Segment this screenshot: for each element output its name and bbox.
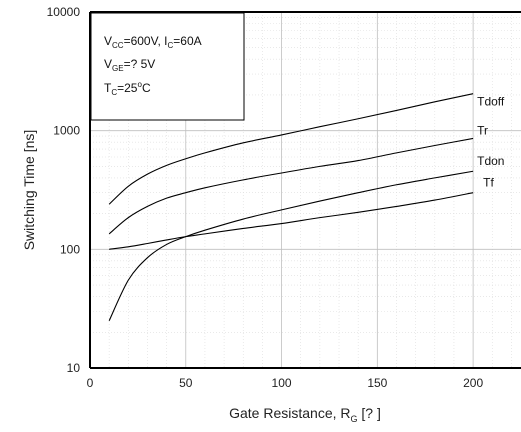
- y-axis-label: Switching Time [ns]: [21, 130, 37, 251]
- conditions-box-frame: [90, 12, 245, 121]
- y-tick-label: 100: [60, 242, 80, 256]
- x-tick-label: 0: [87, 376, 94, 390]
- conditions-box: VCC=600V, IC=60A VGE=? 5V TC=25oC: [90, 12, 245, 121]
- series-label-tdoff: Tdoff: [477, 95, 505, 109]
- series-label-tf: Tf: [483, 176, 494, 190]
- y-tick-label: 10: [67, 361, 81, 375]
- x-tick-label: 150: [367, 376, 387, 390]
- series-line-tdoff: [108, 93, 474, 205]
- x-axis-label: Gate Resistance, RG [? ]: [229, 405, 381, 424]
- grid: [90, 12, 521, 368]
- x-tick-label: 100: [272, 376, 292, 390]
- condition-line-1: VCC=600V, IC=60A: [104, 34, 202, 50]
- curves: [108, 93, 474, 322]
- condition-line-3: TC=25oC: [104, 80, 151, 97]
- series-line-tf: [109, 192, 474, 250]
- x-tick-label: 200: [463, 376, 483, 390]
- series-label-tr: Tr: [477, 123, 488, 137]
- plot-frame: [89, 11, 521, 369]
- series-line-tdon: [108, 170, 474, 322]
- y-tick-label: 10000: [47, 5, 81, 19]
- curve-labels: Tdoff Tr Tdon Tf: [477, 95, 505, 190]
- y-tick-label: 1000: [53, 124, 80, 138]
- condition-line-2: VGE=? 5V: [104, 57, 155, 73]
- series-line-tr: [108, 137, 474, 235]
- x-tick-labels: 0 50 100 150 200: [87, 376, 484, 390]
- y-tick-labels: 10 100 1000 10000: [47, 5, 81, 375]
- series-label-tdon: Tdon: [477, 154, 504, 168]
- x-tick-label: 50: [179, 376, 193, 390]
